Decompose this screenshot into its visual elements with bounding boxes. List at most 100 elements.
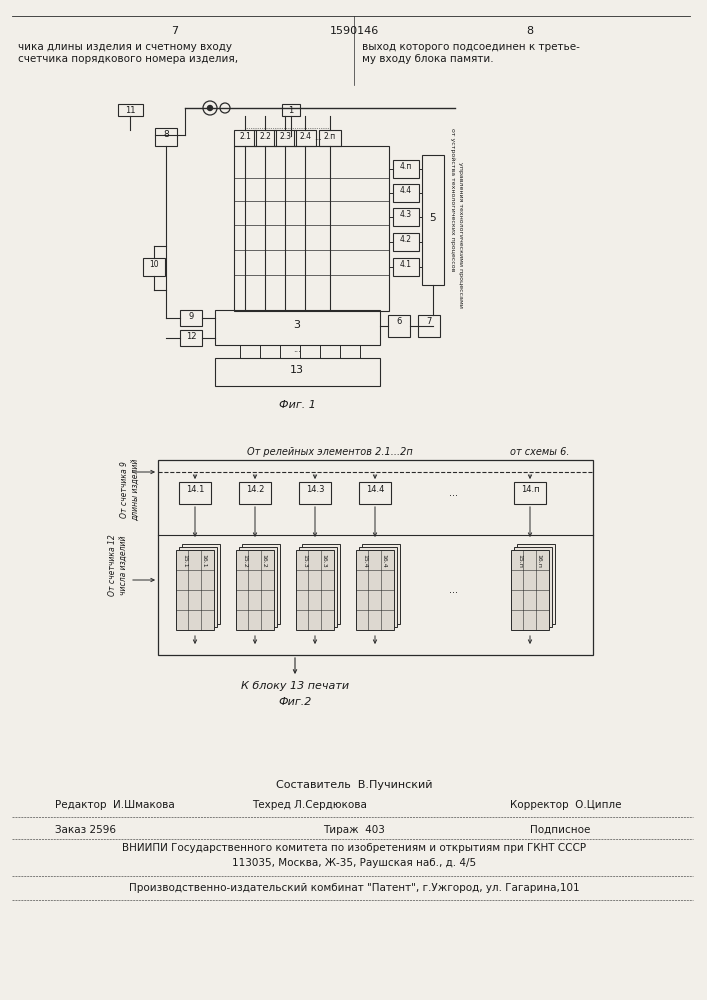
Text: 16.2: 16.2 (262, 554, 267, 568)
Text: 2.1: 2.1 (239, 132, 251, 141)
Text: чика длины изделия и счетному входу
счетчика порядкового номера изделия,: чика длины изделия и счетному входу счет… (18, 42, 238, 64)
Text: 8: 8 (163, 130, 169, 139)
Bar (239, 482, 271, 504)
Text: 15.2: 15.2 (243, 554, 247, 568)
Text: Составитель  В.Пучинский: Составитель В.Пучинский (276, 780, 432, 790)
Bar (393, 258, 419, 276)
Text: 12: 12 (186, 332, 197, 341)
Text: Техред Л.Сердюкова: Техред Л.Сердюкова (252, 800, 368, 810)
Bar (514, 482, 546, 504)
Text: выход которого подсоединен к третье-
му входу блока памяти.: выход которого подсоединен к третье- му … (362, 42, 580, 64)
Bar (236, 550, 274, 630)
Text: К блоку 13 печати: К блоку 13 печати (241, 681, 349, 691)
Text: 15.4: 15.4 (363, 554, 368, 568)
Text: от схемы 6.: от схемы 6. (510, 447, 570, 457)
Text: 16.4: 16.4 (382, 554, 387, 568)
Bar (242, 544, 280, 624)
Text: 113035, Москва, Ж-35, Раушская наб., д. 4/5: 113035, Москва, Ж-35, Раушская наб., д. … (232, 858, 476, 868)
Text: 4.3: 4.3 (400, 210, 412, 219)
Text: Заказ 2596: Заказ 2596 (55, 825, 116, 835)
Text: 2.п: 2.п (324, 132, 336, 141)
Bar (319, 130, 341, 146)
Text: 5: 5 (430, 213, 436, 223)
Text: 7: 7 (426, 317, 432, 326)
Text: 11: 11 (124, 106, 135, 115)
Bar (215, 310, 380, 345)
Bar (180, 330, 202, 346)
Text: 6: 6 (397, 317, 402, 326)
Bar (511, 550, 549, 630)
Text: 14.1: 14.1 (186, 485, 204, 494)
Bar (356, 550, 394, 630)
Bar (302, 544, 340, 624)
Text: 15.1: 15.1 (182, 554, 187, 568)
Bar (274, 130, 296, 146)
Text: От счетчика 12
числа изделий: От счетчика 12 числа изделий (108, 534, 128, 596)
Text: 2.4: 2.4 (299, 132, 311, 141)
Text: 14.4: 14.4 (366, 485, 384, 494)
Text: Подписное: Подписное (530, 825, 590, 835)
Bar (393, 184, 419, 202)
Text: 2.2: 2.2 (259, 132, 271, 141)
Bar (393, 233, 419, 251)
Text: Производственно-издательский комбинат "Патент", г.Ужгород, ул. Гагарина,101: Производственно-издательский комбинат "П… (129, 883, 579, 893)
Bar (296, 550, 334, 630)
Text: 14.п: 14.п (520, 485, 539, 494)
Text: ВНИИПИ Государственного комитета по изобретениям и открытиям при ГКНТ СССР: ВНИИПИ Государственного комитета по изоб… (122, 843, 586, 853)
Bar (234, 146, 389, 311)
Text: От счетчика 9
длины изделий: От счетчика 9 длины изделий (120, 459, 140, 521)
Bar (362, 544, 400, 624)
Text: 16.3: 16.3 (322, 554, 327, 568)
Bar (299, 547, 337, 627)
Text: От релейных элементов 2.1...2п: От релейных элементов 2.1...2п (247, 447, 413, 457)
Text: 3: 3 (293, 320, 300, 330)
Bar (517, 544, 555, 624)
Text: Фиг.2: Фиг.2 (279, 697, 312, 707)
Text: 1590146: 1590146 (329, 26, 379, 36)
Text: 15.3: 15.3 (303, 554, 308, 568)
Text: ...: ... (448, 488, 457, 498)
Text: 13: 13 (290, 365, 304, 375)
Bar (239, 547, 277, 627)
Bar (182, 544, 220, 624)
Text: 16.1: 16.1 (201, 554, 206, 568)
Text: 16.п: 16.п (537, 554, 542, 568)
Bar (299, 482, 331, 504)
Text: Тираж  403: Тираж 403 (323, 825, 385, 835)
Text: 4.2: 4.2 (400, 235, 412, 244)
Text: 15.п: 15.п (518, 554, 522, 568)
Bar (359, 482, 391, 504)
Bar (143, 258, 165, 276)
Bar (180, 310, 202, 326)
Text: Редактор  И.Шмакова: Редактор И.Шмакова (55, 800, 175, 810)
Bar (359, 547, 397, 627)
Text: от устройства технологических процессов: от устройства технологических процессов (450, 128, 455, 272)
Bar (118, 104, 143, 116)
Text: 8: 8 (527, 26, 534, 36)
Text: ...: ... (293, 346, 301, 355)
Text: 4.1: 4.1 (400, 260, 412, 269)
Bar (215, 358, 380, 386)
Bar (422, 155, 444, 285)
Bar (282, 104, 300, 116)
Text: ...: ... (448, 585, 457, 595)
Bar (179, 547, 217, 627)
Bar (158, 460, 593, 655)
Bar (294, 130, 316, 146)
Bar (388, 315, 410, 337)
Text: 10: 10 (149, 260, 159, 269)
Bar (234, 130, 256, 146)
Text: 14.2: 14.2 (246, 485, 264, 494)
Text: 4.4: 4.4 (400, 186, 412, 195)
Text: 2.3: 2.3 (279, 132, 291, 141)
Text: Фиг. 1: Фиг. 1 (279, 400, 315, 410)
Text: 1: 1 (288, 106, 293, 115)
Bar (393, 208, 419, 226)
Bar (514, 547, 552, 627)
Bar (418, 315, 440, 337)
Text: Корректор  О.Ципле: Корректор О.Ципле (510, 800, 621, 810)
Text: управления технологическими процессами: управления технологическими процессами (458, 162, 463, 308)
Bar (393, 160, 419, 178)
Text: 7: 7 (171, 26, 179, 36)
Text: 14.3: 14.3 (305, 485, 325, 494)
